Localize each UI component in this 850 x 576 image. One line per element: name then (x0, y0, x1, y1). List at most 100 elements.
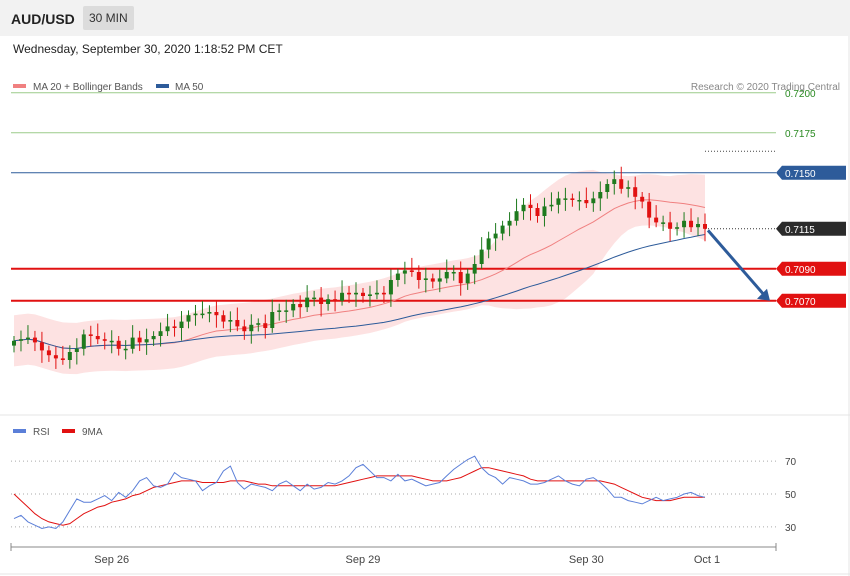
candle-body (423, 278, 428, 280)
candle-body (319, 297, 324, 304)
candle-body (249, 324, 254, 332)
time-axis: Sep 26 Sep 29 Sep 30 Oct 1 (10, 543, 777, 566)
level-labels: 0.7200 0.7175 0.7150 0.7115 0.7090 0.7070 (776, 89, 846, 308)
candle-body (200, 313, 205, 316)
candles (12, 166, 707, 369)
candle-body (360, 292, 365, 296)
candle-body (88, 334, 93, 336)
time-axis-label: Sep 30 (569, 554, 604, 566)
candle-body (654, 217, 659, 223)
time-axis-label: Sep 29 (346, 554, 381, 566)
level-label-resistance: 0.7175 (785, 129, 816, 140)
candle-body (39, 342, 44, 351)
candle-body (486, 238, 491, 250)
candle-body (165, 326, 170, 332)
candle-body (465, 273, 470, 284)
candle-body (32, 337, 37, 343)
candle-body (340, 292, 345, 301)
header-bar: AUD/USD 30 MIN (0, 0, 850, 36)
rsi-ma-line (13, 467, 705, 526)
candle-body (556, 198, 561, 205)
candle-body (172, 326, 177, 328)
level-label-last: 0.7115 (785, 225, 815, 236)
candle-body (668, 222, 673, 229)
bollinger-band-area (14, 169, 705, 375)
candle-body (612, 179, 617, 184)
level-label-support: 0.7070 (785, 297, 816, 308)
candle-body (430, 278, 435, 282)
candle-body (298, 304, 303, 308)
candle-body (507, 220, 512, 226)
price-levels (11, 92, 776, 302)
rsi-tick-label: 50 (785, 490, 797, 501)
candle-body (102, 339, 107, 341)
rsi-ma-legend-swatch (62, 429, 75, 433)
forecast-arrow-head (757, 288, 770, 301)
candle-body (242, 326, 247, 332)
candle-body (95, 336, 100, 340)
ma50-line (13, 234, 706, 350)
rsi-line (13, 455, 706, 530)
candle-body (528, 204, 533, 208)
candle-body (388, 280, 393, 295)
candle-body (577, 200, 582, 202)
candle-body (374, 292, 379, 295)
level-label-support: 0.7090 (785, 265, 816, 276)
candle-body (626, 187, 631, 189)
candle-body (179, 321, 184, 328)
candle-body (312, 297, 317, 300)
rsi-legend-swatch (13, 429, 26, 433)
candle-body (451, 272, 456, 274)
candle-body (542, 206, 547, 216)
candle-body (46, 350, 51, 356)
symbol-title: AUD/USD (11, 11, 75, 27)
candle-body (137, 337, 142, 343)
candle-body (444, 272, 449, 279)
candle-body (493, 233, 498, 239)
candle-body (81, 334, 86, 349)
candle-body (67, 352, 72, 360)
candle-body (591, 198, 596, 204)
candle-body (214, 312, 219, 316)
candle-body (703, 224, 707, 229)
candle-body (395, 273, 400, 280)
level-label-box-pivot (776, 165, 846, 180)
rsi-panel: 70 50 30 (11, 455, 797, 534)
candle-body (535, 208, 540, 216)
candle-body (256, 323, 261, 325)
forecast-arrow-group (706, 229, 770, 301)
candle-body (354, 292, 359, 295)
candle-body (605, 184, 610, 192)
candle-body (381, 292, 386, 295)
candle-body (228, 320, 233, 322)
timeframe-button[interactable]: 30 MIN (83, 6, 134, 30)
ma20-legend-label: MA 20 + Bollinger Bands (33, 82, 143, 93)
candle-body (347, 292, 352, 295)
candle-body (277, 310, 282, 312)
level-label-box-support (776, 261, 846, 276)
candle-body (326, 299, 331, 304)
candle-body (563, 198, 568, 200)
candle-body (284, 310, 289, 312)
candle-body (144, 339, 149, 343)
candle-body (570, 198, 575, 200)
candle-body (60, 358, 65, 360)
candle-body (151, 336, 156, 340)
candle-body (193, 313, 198, 316)
candle-body (186, 315, 191, 322)
level-label-box-support (776, 293, 846, 308)
forecast-arrow-shaft (706, 229, 766, 296)
rsi-ma-legend-label: 9MA (82, 427, 103, 438)
candle-body (682, 220, 687, 228)
candle-body (221, 315, 226, 322)
rsi-tick-label: 70 (785, 457, 797, 468)
candle-body (18, 339, 23, 341)
candle-body (479, 249, 484, 264)
level-label-resistance: 0.7200 (785, 89, 816, 100)
candle-body (619, 179, 624, 189)
candle-body (402, 270, 407, 274)
candle-body (158, 331, 163, 336)
candle-body (661, 222, 666, 224)
candle-body (675, 227, 680, 229)
chart-datetime: Wednesday, September 30, 2020 1:18:52 PM… (13, 42, 283, 56)
